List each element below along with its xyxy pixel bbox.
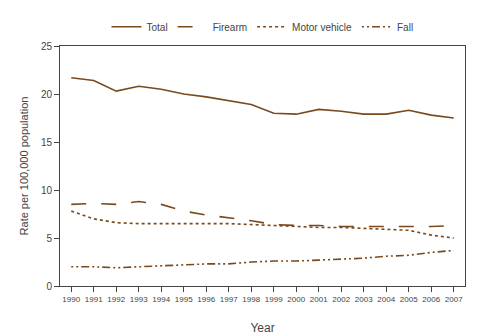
svg-text:Firearm: Firearm [213,22,247,33]
svg-text:5: 5 [46,233,52,244]
svg-text:1999: 1999 [265,295,283,304]
svg-text:2005: 2005 [400,295,418,304]
svg-text:Year: Year [250,321,274,335]
svg-text:2002: 2002 [332,295,350,304]
svg-text:2007: 2007 [445,295,463,304]
svg-text:1991: 1991 [85,295,103,304]
svg-text:1993: 1993 [130,295,148,304]
svg-text:Motor vehicle: Motor vehicle [292,22,352,33]
svg-text:2000: 2000 [287,295,305,304]
svg-text:Total: Total [147,22,168,33]
svg-text:2003: 2003 [355,295,373,304]
svg-text:Fall: Fall [397,22,413,33]
svg-text:2006: 2006 [422,295,440,304]
svg-text:1994: 1994 [152,295,170,304]
svg-text:25: 25 [41,41,53,52]
svg-text:1997: 1997 [220,295,238,304]
svg-text:20: 20 [41,89,53,100]
svg-text:2001: 2001 [310,295,328,304]
svg-text:10: 10 [41,185,53,196]
svg-text:1996: 1996 [197,295,215,304]
svg-text:0: 0 [46,281,52,292]
svg-text:1995: 1995 [175,295,193,304]
svg-text:1998: 1998 [242,295,260,304]
svg-text:15: 15 [41,137,53,148]
svg-text:2004: 2004 [377,295,395,304]
svg-text:1990: 1990 [62,295,80,304]
svg-text:Rate per 100,000 population: Rate per 100,000 population [18,97,30,236]
svg-text:1992: 1992 [107,295,125,304]
